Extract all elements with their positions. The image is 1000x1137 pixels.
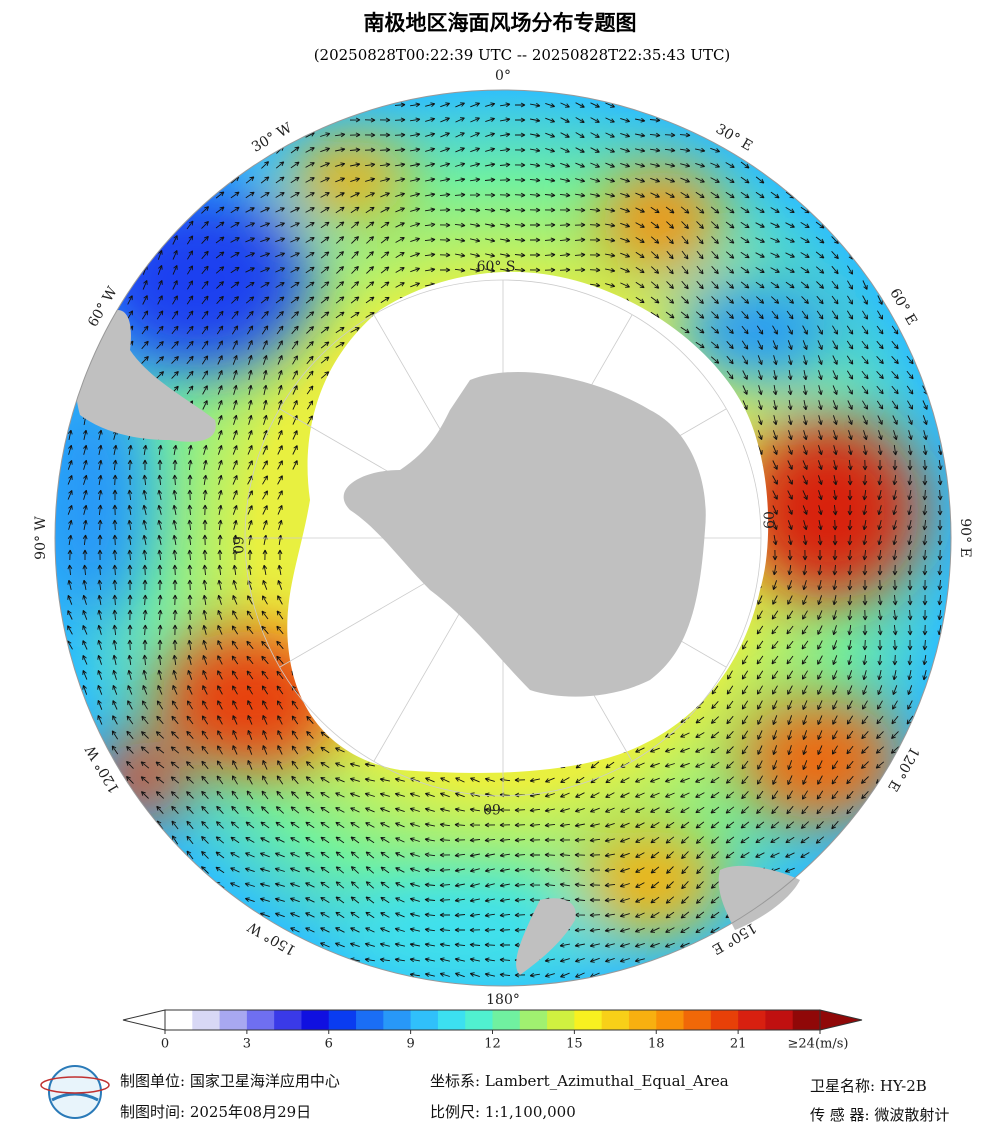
logo bbox=[40, 1065, 110, 1119]
colorbar-swatch bbox=[383, 1010, 412, 1030]
colorbar-swatch bbox=[519, 1010, 548, 1030]
colorbar-swatch bbox=[465, 1010, 493, 1030]
colorbar-tick-label: 12 bbox=[484, 1037, 501, 1052]
land bbox=[76, 310, 800, 975]
colorbar-swatch bbox=[274, 1010, 302, 1030]
subtitle: (20250828T00:22:39 UTC -- 20250828T22:35… bbox=[314, 46, 731, 64]
latitude-label: 60 bbox=[483, 800, 501, 816]
footer-crs: 坐标系: Lambert_Azimuthal_Equal_Area bbox=[430, 1072, 729, 1090]
colorbar-swatch bbox=[628, 1010, 657, 1030]
colorbar-swatch bbox=[165, 1010, 193, 1030]
colorbar-over bbox=[819, 1009, 863, 1031]
colorbar-tick-label: 18 bbox=[648, 1037, 665, 1052]
colorbar-tick-label: 3 bbox=[243, 1037, 251, 1052]
colorbar-swatch bbox=[574, 1010, 603, 1030]
colorbar-swatch bbox=[356, 1010, 384, 1030]
colorbar-swatch bbox=[192, 1010, 221, 1030]
colorbar-swatch bbox=[301, 1010, 330, 1030]
latitude-label: 60 bbox=[762, 511, 778, 529]
colorbar-tick-label: 15 bbox=[566, 1037, 583, 1052]
colorbar-swatch bbox=[765, 1010, 794, 1030]
longitude-label: 90° W bbox=[33, 516, 49, 560]
colorbar-swatch bbox=[219, 1010, 248, 1030]
colorbar-swatch bbox=[656, 1010, 685, 1030]
colorbar-tick-label: ≥24(m/s) bbox=[788, 1037, 849, 1052]
colorbar-swatch bbox=[683, 1010, 712, 1030]
footer-unit: 制图单位: 国家卫星海洋应用中心 bbox=[120, 1072, 340, 1090]
colorbar-swatch bbox=[492, 1010, 521, 1030]
colorbar-under bbox=[122, 1009, 166, 1031]
colorbar-swatch bbox=[410, 1010, 439, 1030]
longitude-label: 0° bbox=[495, 68, 511, 84]
title: 南极地区海面风场分布专题图 bbox=[364, 10, 637, 35]
colorbar-swatch bbox=[328, 1010, 357, 1030]
footer-scale: 比例尺: 1:1,100,000 bbox=[430, 1103, 576, 1121]
colorbar-swatch bbox=[246, 1010, 275, 1030]
colorbar-swatch bbox=[738, 1010, 766, 1030]
colorbar-swatch bbox=[547, 1010, 575, 1030]
colorbar-tick-label: 9 bbox=[406, 1037, 414, 1052]
latitude-label: 60 bbox=[229, 536, 245, 554]
colorbar-swatch bbox=[601, 1010, 630, 1030]
footer-date: 制图时间: 2025年08月29日 bbox=[120, 1103, 311, 1121]
footer-sensor: 传 感 器: 微波散射计 bbox=[810, 1106, 949, 1124]
latitude-label: 60° S bbox=[477, 259, 516, 275]
longitude-label: 90° E bbox=[957, 518, 973, 557]
colorbar-tick-label: 6 bbox=[325, 1037, 333, 1052]
colorbar-swatch bbox=[710, 1010, 739, 1030]
colorbar-tick-label: 21 bbox=[730, 1037, 747, 1052]
colorbar-swatch bbox=[792, 1010, 821, 1030]
colorbar-tick-label: 0 bbox=[161, 1037, 169, 1052]
colorbar-swatch bbox=[437, 1010, 466, 1030]
longitude-label: 180° bbox=[486, 992, 520, 1008]
footer-satellite: 卫星名称: HY-2B bbox=[810, 1077, 927, 1095]
map-border bbox=[54, 89, 952, 987]
